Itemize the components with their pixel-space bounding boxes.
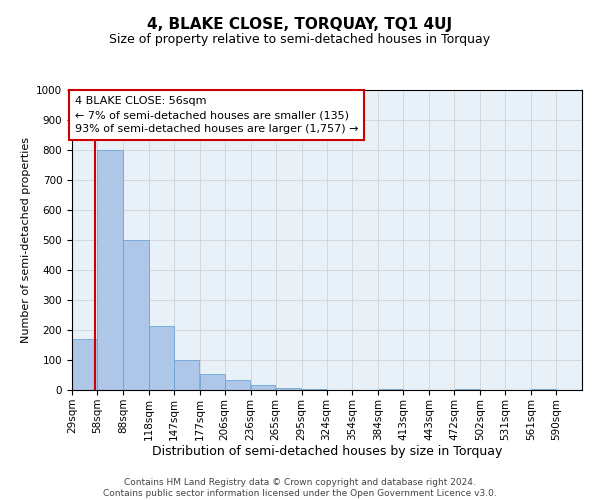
Bar — [251, 384, 275, 390]
Bar — [97, 150, 122, 390]
Text: Size of property relative to semi-detached houses in Torquay: Size of property relative to semi-detach… — [109, 32, 491, 46]
Y-axis label: Number of semi-detached properties: Number of semi-detached properties — [20, 137, 31, 343]
Bar — [532, 388, 556, 390]
Bar — [123, 240, 149, 390]
Bar — [379, 388, 403, 390]
Bar — [149, 326, 173, 390]
Bar — [276, 388, 301, 390]
Bar — [302, 388, 326, 390]
Bar — [72, 339, 97, 390]
Text: 4, BLAKE CLOSE, TORQUAY, TQ1 4UJ: 4, BLAKE CLOSE, TORQUAY, TQ1 4UJ — [148, 18, 452, 32]
X-axis label: Distribution of semi-detached houses by size in Torquay: Distribution of semi-detached houses by … — [152, 446, 502, 458]
Bar — [200, 374, 224, 390]
Text: Contains HM Land Registry data © Crown copyright and database right 2024.
Contai: Contains HM Land Registry data © Crown c… — [103, 478, 497, 498]
Bar — [174, 360, 199, 390]
Text: 4 BLAKE CLOSE: 56sqm
← 7% of semi-detached houses are smaller (135)
93% of semi-: 4 BLAKE CLOSE: 56sqm ← 7% of semi-detach… — [74, 96, 358, 134]
Bar — [455, 388, 480, 390]
Bar — [225, 380, 250, 390]
